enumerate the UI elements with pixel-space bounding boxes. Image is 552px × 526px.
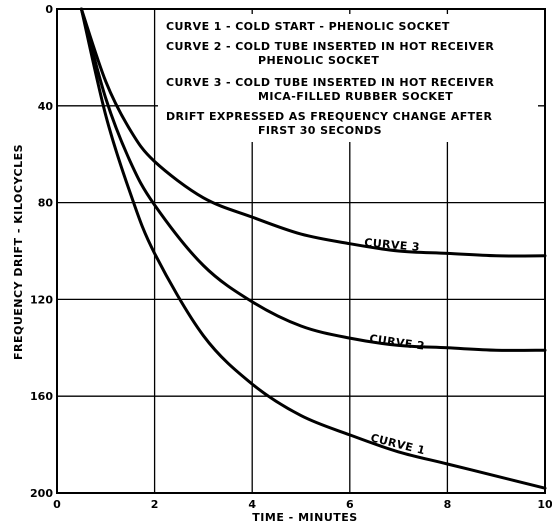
curve-2-label: CURVE 2 <box>369 332 426 353</box>
series-line-curve-1 <box>79 7 547 490</box>
y-tick-label: 200 <box>30 487 53 500</box>
y-tick-label: 80 <box>38 197 54 210</box>
legend-line-3: PHENOLIC SOCKET <box>258 54 379 67</box>
series-lines <box>79 7 547 490</box>
legend: CURVE 1 - COLD START - PHENOLIC SOCKET C… <box>158 14 538 142</box>
series-line-curve-2 <box>79 7 547 352</box>
legend-line-7: FIRST 30 SECONDS <box>258 124 382 137</box>
y-tick-label: 160 <box>30 390 53 403</box>
curve-3-label: CURVE 3 <box>364 236 421 254</box>
series-line-curve-3 <box>79 7 547 258</box>
plot-frame <box>56 8 546 494</box>
curve-1-label: CURVE 1 <box>369 431 426 457</box>
legend-line-6: DRIFT EXPRESSED AS FREQUENCY CHANGE AFTE… <box>166 110 492 123</box>
legend-background <box>158 14 538 142</box>
x-tick-label: 4 <box>248 498 256 511</box>
x-tick-label: 6 <box>346 498 354 511</box>
x-tick-label: 2 <box>151 498 159 511</box>
y-tick-label: 0 <box>45 3 53 16</box>
tick-labels: 0 2 4 6 8 10 0 40 80 120 160 200 <box>30 3 552 511</box>
x-tick-label: 10 <box>537 498 552 511</box>
x-tick-label: 0 <box>53 498 61 511</box>
x-axis-label: TIME - MINUTES <box>252 511 357 524</box>
legend-line-1: CURVE 1 - COLD START - PHENOLIC SOCKET <box>166 20 450 33</box>
y-tick-label: 120 <box>30 293 53 306</box>
legend-line-2: CURVE 2 - COLD TUBE INSERTED IN HOT RECE… <box>166 40 494 53</box>
x-tick-label: 8 <box>444 498 452 511</box>
y-tick-label: 40 <box>38 100 54 113</box>
legend-line-5: MICA-FILLED RUBBER SOCKET <box>258 90 453 103</box>
y-axis-label: FREQUENCY DRIFT - KILOCYCLES <box>12 144 25 360</box>
legend-line-4: CURVE 3 - COLD TUBE INSERTED IN HOT RECE… <box>166 76 494 89</box>
